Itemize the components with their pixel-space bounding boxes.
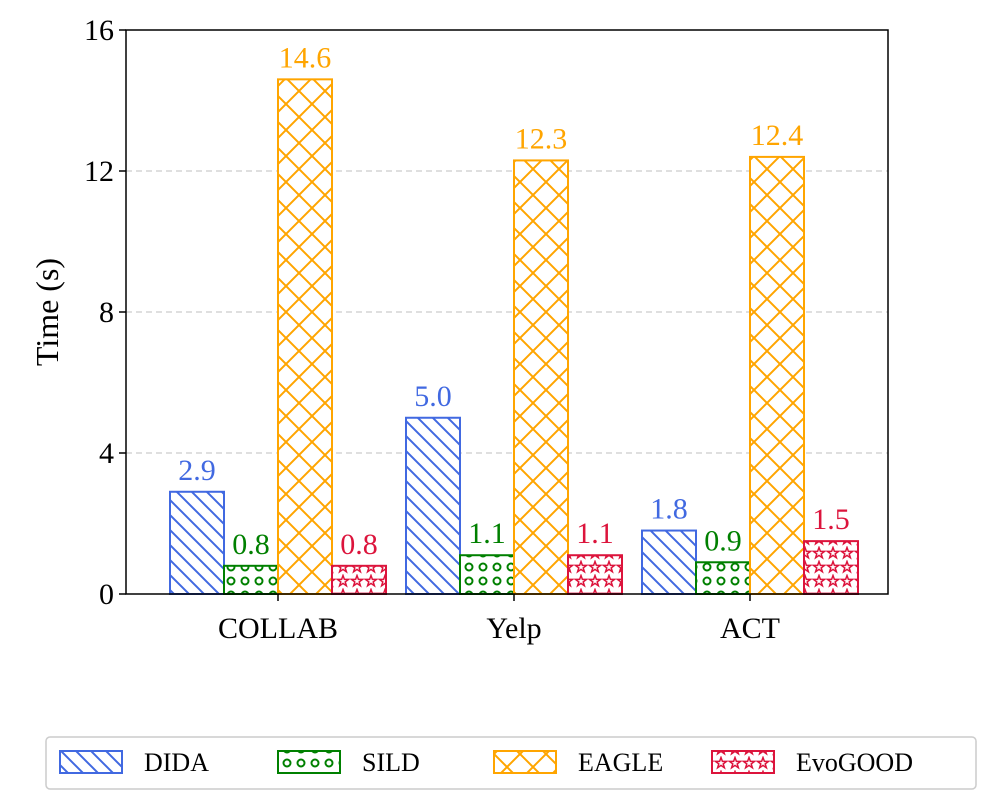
y-tick-label: 16 [84, 14, 114, 47]
y-tick-label: 12 [84, 155, 114, 188]
bar-value-label: 2.9 [178, 454, 216, 487]
bars [169, 78, 859, 596]
bar-dida-collab [169, 490, 225, 595]
bar-value-label: 0.8 [340, 528, 378, 561]
bar-value-labels: 2.9 0.8 14.6 0.8 5.0 1.1 12.3 1.1 1.8 0.9 12.4 1.5 [178, 41, 850, 560]
legend-swatch-dida [59, 750, 123, 774]
bar-evogood-yelp [567, 554, 623, 595]
bar-eagle-act [749, 155, 805, 595]
y-tick-label: 0 [99, 578, 114, 611]
legend-swatch-eagle [493, 750, 557, 774]
bar-value-label: 12.4 [751, 119, 804, 152]
bar-evogood-collab [331, 564, 387, 595]
legend: DIDA SILD EAGLE EvoGOOD [45, 736, 977, 790]
bar-value-label: 5.0 [414, 380, 452, 413]
bar-sild-collab [223, 564, 279, 595]
legend-label-evogood: EvoGOOD [796, 748, 913, 777]
bar-eagle-collab [277, 78, 333, 596]
bar-value-label: 0.8 [232, 528, 270, 561]
y-tick-label: 8 [99, 296, 114, 329]
legend-label-sild: SILD [362, 748, 420, 777]
bar-dida-act [641, 529, 697, 595]
bar-eagle-yelp [513, 159, 569, 596]
bar-sild-yelp [459, 554, 515, 595]
y-tick-label: 4 [99, 437, 114, 470]
x-tick-label: Yelp [486, 612, 541, 645]
x-tick-label: ACT [720, 612, 780, 645]
x-tick-label: COLLAB [218, 612, 338, 645]
legend-swatch-evogood [711, 750, 775, 774]
bar-value-label: 1.1 [576, 517, 614, 550]
bar-dida-yelp [405, 416, 461, 595]
bar-value-label: 1.1 [468, 517, 506, 550]
legend-label-eagle: EAGLE [578, 748, 663, 777]
axes: 0 4 8 12 16 Time (s) COLLAB Yelp ACT [29, 14, 780, 645]
bar-value-label: 1.5 [812, 503, 850, 536]
legend-label-dida: DIDA [144, 748, 209, 777]
legend-swatch-sild [277, 750, 341, 774]
bar-value-label: 14.6 [279, 41, 332, 74]
bar-value-label: 0.9 [704, 524, 742, 557]
bar-value-label: 12.3 [515, 122, 568, 155]
bar-sild-act [695, 561, 751, 596]
y-axis-label: Time (s) [29, 258, 65, 366]
bar-evogood-act [803, 540, 859, 595]
bar-value-label: 1.8 [650, 493, 688, 526]
